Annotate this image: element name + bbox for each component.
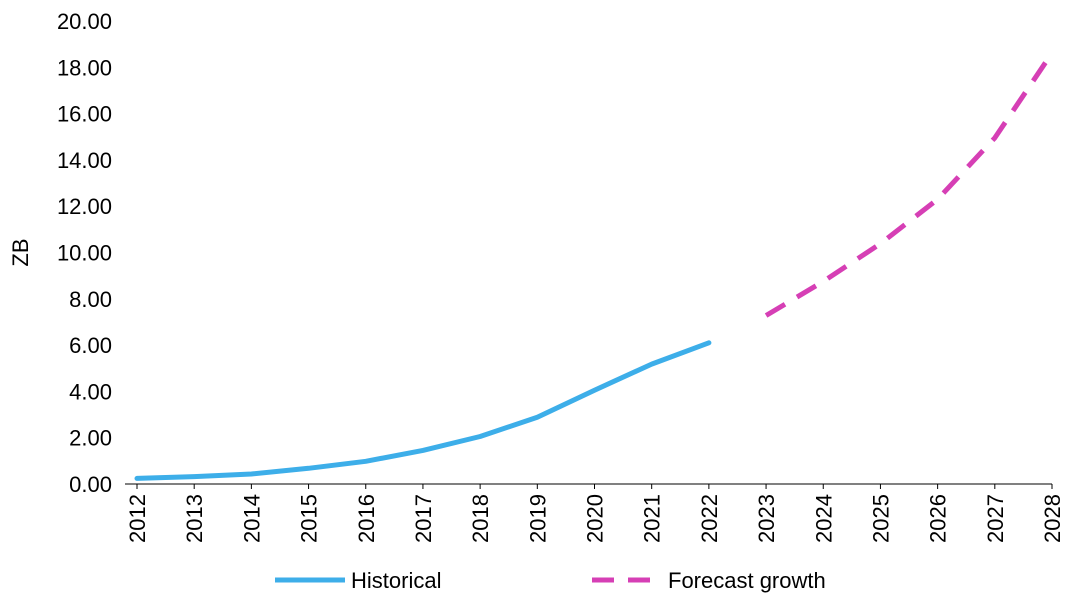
x-tick-label: 2022 xyxy=(697,494,722,543)
x-axis: 2012 2013 2014 2015 2016 2017 2018 2019 2020 2021… xyxy=(125,483,1065,543)
y-axis-title: ZB xyxy=(8,238,33,266)
x-tick-label: 2017 xyxy=(411,494,436,543)
x-tick-label: 2026 xyxy=(926,494,951,543)
y-tick-label: 6.00 xyxy=(69,333,112,358)
y-tick-label: 4.00 xyxy=(69,379,112,404)
y-tick-label: 14.00 xyxy=(57,148,112,173)
x-tick-label: 2020 xyxy=(583,494,608,543)
y-tick-label: 2.00 xyxy=(69,426,112,451)
legend-label: Historical xyxy=(351,568,441,593)
x-tick-label: 2015 xyxy=(297,494,322,543)
x-tick-label: 2027 xyxy=(983,494,1008,543)
x-tick-label: 2014 xyxy=(239,494,264,543)
y-tick-label: 10.00 xyxy=(57,241,112,266)
series-line-historical xyxy=(134,340,712,481)
legend: Historical Forecast growth xyxy=(275,568,826,593)
x-tick-label: 2028 xyxy=(1040,494,1065,543)
y-tick-label: 18.00 xyxy=(57,55,112,80)
y-tick-label: 8.00 xyxy=(69,287,112,312)
y-tick-label: 16.00 xyxy=(57,102,112,127)
x-tick-label: 2019 xyxy=(525,494,550,543)
series-line-forecast xyxy=(764,51,1055,318)
x-tick-label: 2021 xyxy=(640,494,665,543)
legend-label: Forecast growth xyxy=(668,568,826,593)
x-tick-label: 2024 xyxy=(811,494,836,543)
x-tick-label: 2018 xyxy=(468,494,493,543)
y-tick-label: 12.00 xyxy=(57,194,112,219)
y-tick-label: 0.00 xyxy=(69,472,112,497)
y-axis: 0.00 2.00 4.00 6.00 8.00 10.00 12.00 14.00 16.00… xyxy=(57,9,112,497)
x-tick-label: 2023 xyxy=(754,494,779,543)
x-tick-label: 2012 xyxy=(125,494,150,543)
x-tick-label: 2016 xyxy=(354,494,379,543)
x-tick-label: 2013 xyxy=(182,494,207,543)
x-tick-label: 2025 xyxy=(868,494,893,543)
y-tick-label: 20.00 xyxy=(57,9,112,34)
series-layer xyxy=(134,51,1055,481)
